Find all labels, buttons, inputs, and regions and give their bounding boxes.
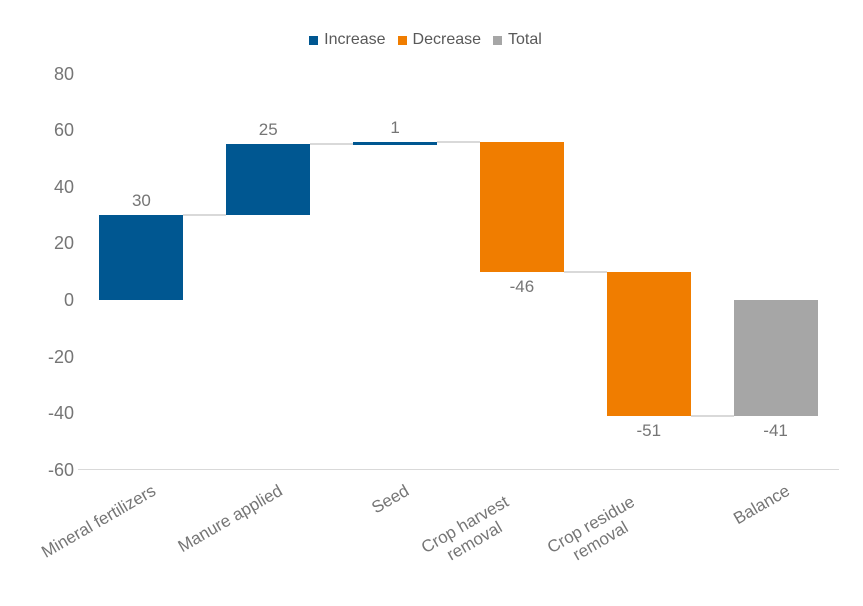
legend-item-decrease: Decrease [397,31,482,49]
y-tick-label: 60 [53,120,74,141]
bar-seed [353,141,438,145]
x-axis-label-manure-applied: Manure applied [174,481,286,557]
waterfall-connector [437,140,480,143]
legend-item-label: Decrease [412,31,482,48]
waterfall-connector [310,143,354,146]
legend-swatch-increase-icon [309,35,319,45]
y-tick-label: 80 [53,63,74,84]
bar-value-label: 30 [131,191,151,211]
legend-swatch-decrease-icon [397,35,407,45]
bar-value-label: 1 [390,117,400,137]
chart-legend: Increase Decrease Total [0,30,857,50]
bar-value-label: -46 [509,276,535,296]
x-axis-label-crop-residue-removal: Crop residue removal [544,492,639,565]
waterfall-connector [183,214,227,217]
y-tick-label: -60 [47,459,74,480]
bar-value-label: 25 [258,120,278,140]
x-axis-label-crop-harvest-removal: Crop harvest removal [417,492,512,565]
legend-item-label: Increase [324,31,386,48]
y-tick-label: 40 [53,176,74,197]
x-axis-label-mineral-fertilizers: Mineral fertilizers [38,481,159,562]
waterfall-connector [563,270,607,273]
waterfall-connector [690,415,734,418]
x-axis-line [78,469,839,470]
bar-crop-residue-removal [606,271,691,417]
x-axis-label-seed: Seed [368,481,413,518]
bar-mineral-fertilizers [99,215,184,300]
legend-item-increase: Increase [309,31,386,49]
bar-value-label: -41 [763,421,788,441]
bar-balance [733,300,818,417]
y-tick-label: -20 [47,346,74,367]
y-tick-label: 20 [53,233,74,254]
bar-crop-harvest-removal [479,141,564,272]
bar-manure-applied [226,144,311,216]
legend-item-label: Total [508,31,542,48]
legend-item-total: Total [493,31,542,49]
y-tick-label: -40 [47,403,74,424]
x-axis-label-balance: Balance [730,481,794,529]
bar-value-label: -51 [636,421,662,441]
legend-swatch-total-icon [493,35,503,45]
y-tick-label: 0 [63,290,74,310]
